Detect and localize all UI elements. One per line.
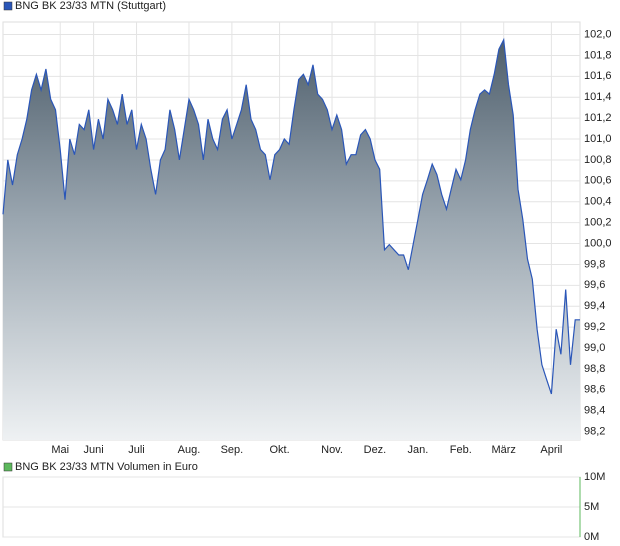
legend-swatch	[3, 1, 13, 11]
x-tick-label: Sep.	[221, 444, 244, 456]
x-tick-label: Feb.	[450, 444, 472, 456]
y-tick-label: 98,8	[584, 363, 605, 375]
y-tick-label: 0M	[584, 531, 599, 543]
x-tick-label: Jan.	[407, 444, 428, 456]
legend-label: BNG BK 23/33 MTN Volumen in Euro	[15, 461, 198, 473]
y-tick-label: 100,8	[584, 154, 612, 166]
y-tick-label: 101,4	[584, 91, 612, 103]
line	[2, 37, 580, 395]
y-tick-label: 100,2	[584, 217, 612, 229]
y-tick-label: 10M	[584, 471, 605, 483]
y-tick-label: 99,0	[584, 342, 605, 354]
x-tick-label: Aug.	[178, 444, 201, 456]
y-tick-label: 99,8	[584, 258, 605, 270]
y-tick-label: 99,2	[584, 321, 605, 333]
y-tick-label: 100,0	[584, 237, 612, 249]
y-tick-label: 100,4	[584, 196, 612, 208]
x-tick-label: Mai	[51, 444, 69, 456]
y-tick-label: 98,2	[584, 426, 605, 438]
legend-swatch	[3, 462, 13, 472]
x-tick-label: Juli	[128, 444, 145, 456]
y-tick-label: 101,8	[584, 49, 612, 61]
x-tick-label: April	[540, 444, 562, 456]
y-tick-label: 101,6	[584, 70, 612, 82]
x-tick-label: Nov.	[321, 444, 343, 456]
y-tick-label: 98,6	[584, 384, 605, 396]
y-tick-label: 99,6	[584, 279, 605, 291]
x-tick-label: März	[491, 444, 515, 456]
y-tick-label: 5M	[584, 501, 599, 513]
y-tick-label: 101,0	[584, 133, 612, 145]
y-tick-label: 101,2	[584, 112, 612, 124]
x-tick-label: Okt.	[269, 444, 289, 456]
legend-label: BNG BK 23/33 MTN (Stuttgart)	[15, 0, 166, 12]
area	[3, 39, 580, 441]
x-tick-label: Dez.	[364, 444, 387, 456]
y-tick-label: 99,4	[584, 300, 605, 312]
y-tick-label: 98,4	[584, 405, 605, 417]
x-tick-label: Juni	[84, 444, 104, 456]
y-tick-label: 102,0	[584, 28, 612, 40]
y-tick-label: 100,6	[584, 175, 612, 187]
